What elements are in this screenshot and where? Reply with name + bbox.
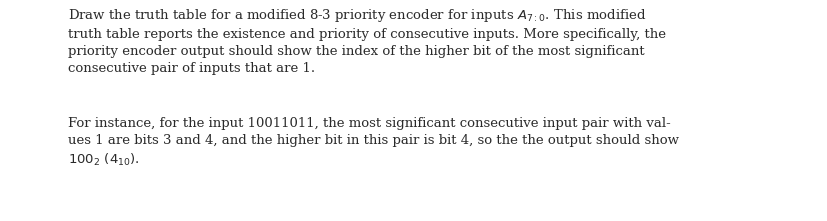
Text: For instance, for the input 10011011, the most significant consecutive input pai: For instance, for the input 10011011, th…: [68, 117, 678, 168]
Text: Draw the truth table for a modified 8-3 priority encoder for inputs $A_{7:0}$. T: Draw the truth table for a modified 8-3 …: [68, 7, 665, 75]
